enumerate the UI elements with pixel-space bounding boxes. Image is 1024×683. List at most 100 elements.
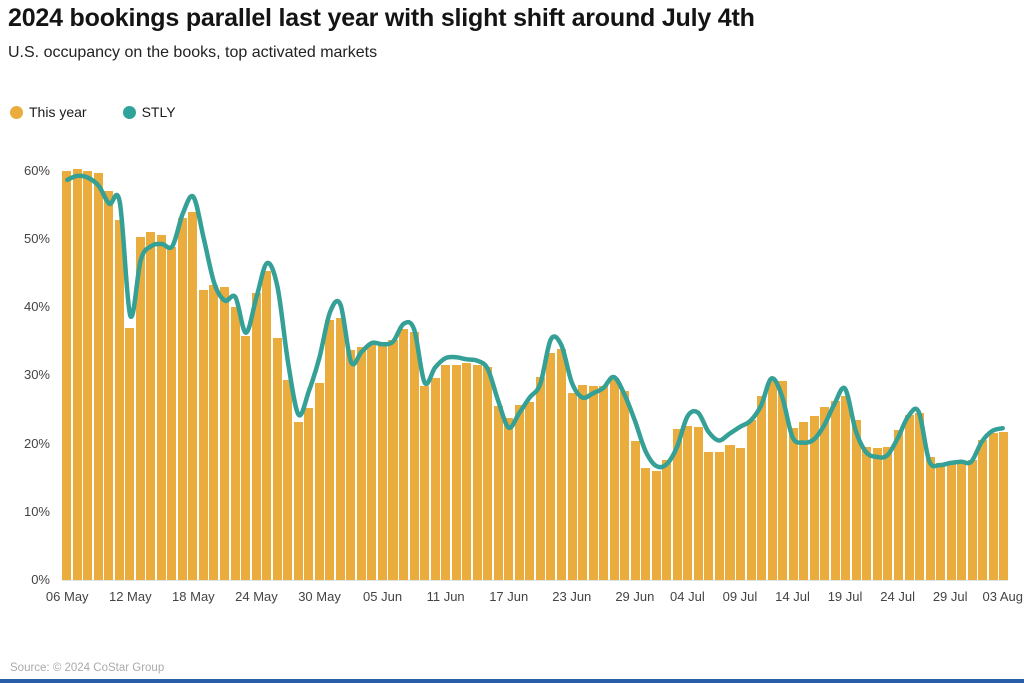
- x-tick-label: 29 Jun: [615, 589, 655, 604]
- chart-plot-area: [62, 169, 1009, 580]
- stly-dot-icon: [122, 105, 136, 119]
- bar-this-year: [620, 390, 630, 580]
- bar-this-year: [114, 219, 124, 580]
- bar-this-year: [809, 416, 819, 580]
- bar-this-year: [936, 463, 946, 580]
- bar-this-year: [272, 337, 282, 580]
- bar-this-year: [198, 290, 208, 580]
- bar-this-year: [641, 468, 651, 580]
- bar-this-year: [830, 400, 840, 580]
- x-tick-label: 05 Jun: [363, 589, 403, 604]
- legend-item-this-year: This year: [10, 104, 87, 120]
- x-tick-label: 24 May: [235, 589, 278, 604]
- bar-this-year: [862, 446, 872, 580]
- bar-this-year: [893, 429, 903, 580]
- bar-this-year: [388, 339, 398, 580]
- x-axis-baseline: [62, 580, 1008, 581]
- x-tick-label: 29 Jul: [932, 589, 968, 604]
- bar-this-year: [346, 350, 356, 580]
- bar-this-year: [251, 293, 261, 580]
- x-tick-label: 14 Jul: [775, 589, 810, 604]
- bar-this-year: [462, 363, 472, 580]
- bar-this-year: [672, 428, 682, 580]
- x-tick-label: 24 Jul: [880, 589, 915, 604]
- legend-item-stly: STLY: [122, 104, 176, 120]
- x-tick-label: 12 May: [108, 589, 152, 604]
- bar-this-year: [314, 383, 324, 580]
- bar-this-year: [367, 343, 377, 580]
- x-tick-label: 30 May: [298, 589, 341, 604]
- bar-this-year: [209, 285, 219, 580]
- bar-this-year: [767, 380, 777, 580]
- bar-this-year: [293, 421, 303, 580]
- bar-this-year: [704, 452, 714, 580]
- bar-this-year: [567, 393, 577, 580]
- bar-this-year: [915, 412, 925, 580]
- bar-this-year: [662, 459, 672, 580]
- bar-this-year: [504, 417, 514, 580]
- bar-this-year: [556, 349, 566, 580]
- page-title: 2024 bookings parallel last year with sl…: [8, 4, 755, 32]
- bar-this-year: [841, 396, 851, 580]
- bar-this-year: [420, 386, 430, 580]
- bar-this-year: [872, 448, 882, 580]
- bar-this-year: [883, 446, 893, 580]
- bar-this-year: [588, 385, 598, 580]
- x-tick-label: 03 Aug: [982, 589, 1023, 604]
- x-tick-label: 04 Jul: [670, 589, 705, 604]
- bar-this-year: [757, 396, 767, 580]
- y-tick-label: 50%: [23, 230, 50, 246]
- y-tick-label: 40%: [23, 299, 50, 315]
- bar-this-year: [978, 440, 988, 580]
- legend-label-this-year: This year: [29, 104, 87, 120]
- bar-this-year: [714, 452, 724, 580]
- bar-this-year: [630, 441, 640, 580]
- bar-this-year: [546, 352, 556, 580]
- bar-this-year: [441, 365, 451, 580]
- bar-this-year: [62, 170, 72, 580]
- bar-this-year: [746, 420, 756, 580]
- bar-this-year: [230, 307, 240, 580]
- bar-this-year: [188, 211, 198, 580]
- bar-this-year: [104, 191, 114, 580]
- bar-this-year: [904, 414, 914, 580]
- bar-this-year: [83, 170, 93, 580]
- legend-label-stly: STLY: [141, 104, 176, 120]
- bar-this-year: [219, 286, 229, 580]
- bar-this-year: [430, 378, 440, 580]
- bar-this-year: [493, 406, 503, 580]
- bar-this-year: [483, 367, 493, 580]
- bar-this-year: [609, 378, 619, 580]
- this-year-dot-icon: [10, 105, 23, 119]
- bar-this-year: [262, 270, 272, 580]
- bar-this-year: [851, 419, 861, 580]
- bar-this-year: [177, 218, 187, 580]
- bar-this-year: [651, 470, 661, 580]
- y-tick-label: 30%: [23, 367, 50, 383]
- bar-this-year: [999, 431, 1009, 580]
- bar-this-year: [820, 407, 830, 580]
- bar-this-year: [599, 386, 609, 580]
- bar-this-year: [146, 232, 156, 580]
- bar-this-year: [957, 461, 967, 580]
- y-tick-label: 0%: [31, 572, 50, 587]
- bar-this-year: [988, 433, 998, 580]
- x-tick-label: 17 Jun: [489, 589, 529, 604]
- bar-this-year: [72, 169, 82, 580]
- bar-this-year: [799, 421, 809, 580]
- bar-this-year: [125, 327, 135, 580]
- bar-this-year: [156, 234, 166, 580]
- bar-this-year: [304, 408, 314, 580]
- y-tick-label: 60%: [23, 162, 50, 178]
- bar-this-year: [725, 444, 735, 580]
- bar-this-year: [693, 427, 703, 580]
- bar-this-year: [683, 426, 693, 580]
- bar-this-year: [514, 405, 524, 580]
- x-tick-label: 06 May: [45, 589, 89, 604]
- x-tick-label: 19 Jul: [827, 589, 863, 604]
- bar-this-year: [788, 427, 798, 580]
- bar-this-year: [325, 320, 335, 580]
- bar-this-year: [335, 317, 345, 580]
- bar-this-year: [409, 331, 419, 580]
